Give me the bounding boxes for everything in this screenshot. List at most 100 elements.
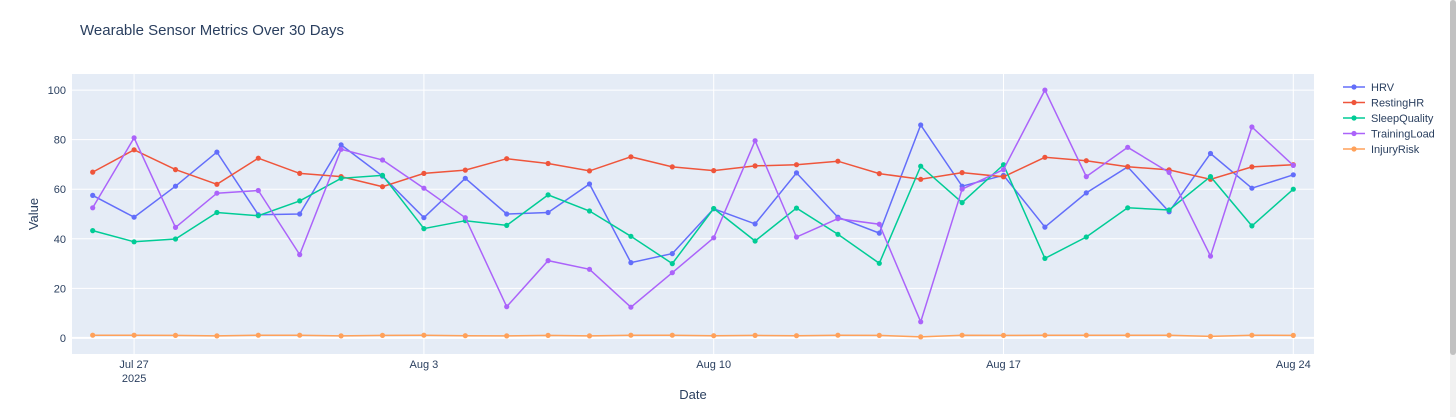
data-point[interactable] xyxy=(1042,332,1048,338)
data-point[interactable] xyxy=(1207,253,1214,259)
data-point[interactable] xyxy=(1166,207,1172,213)
data-point[interactable] xyxy=(628,332,634,338)
data-point[interactable] xyxy=(255,187,261,194)
data-point[interactable] xyxy=(172,167,179,173)
data-point[interactable] xyxy=(1249,185,1255,191)
data-point[interactable] xyxy=(918,163,924,169)
data-point[interactable] xyxy=(628,233,634,239)
data-point[interactable] xyxy=(1125,205,1131,211)
data-point[interactable] xyxy=(876,260,882,266)
data-point[interactable] xyxy=(338,146,344,152)
legend-item[interactable]: TrainingLoad xyxy=(1343,129,1435,141)
data-point[interactable] xyxy=(338,175,344,181)
data-point[interactable] xyxy=(711,168,717,174)
data-point[interactable] xyxy=(1042,224,1048,230)
data-point[interactable] xyxy=(669,164,675,170)
data-point[interactable] xyxy=(669,270,675,276)
data-point[interactable] xyxy=(1249,223,1255,229)
data-point[interactable] xyxy=(1249,124,1255,130)
data-point[interactable] xyxy=(214,209,220,216)
data-point[interactable] xyxy=(379,172,386,178)
data-point[interactable] xyxy=(793,170,800,176)
data-point[interactable] xyxy=(1000,167,1007,173)
data-point[interactable] xyxy=(711,235,717,241)
data-point[interactable] xyxy=(1083,234,1089,240)
data-point[interactable] xyxy=(628,260,634,266)
data-point[interactable] xyxy=(1290,332,1296,338)
data-point[interactable] xyxy=(1290,172,1296,178)
data-point[interactable] xyxy=(1249,332,1255,338)
data-point[interactable] xyxy=(545,160,551,167)
data-point[interactable] xyxy=(793,234,800,240)
data-point[interactable] xyxy=(1249,164,1255,170)
data-point[interactable] xyxy=(504,211,510,217)
data-point[interactable] xyxy=(90,192,96,198)
data-point[interactable] xyxy=(421,226,427,232)
data-point[interactable] xyxy=(835,332,841,338)
data-point[interactable] xyxy=(462,215,468,221)
data-point[interactable] xyxy=(1042,255,1048,261)
data-point[interactable] xyxy=(1042,87,1048,93)
data-point[interactable] xyxy=(297,211,303,217)
data-point[interactable] xyxy=(297,170,303,176)
data-point[interactable] xyxy=(586,181,593,187)
data-point[interactable] xyxy=(876,171,882,177)
data-point[interactable] xyxy=(1125,332,1131,338)
data-point[interactable] xyxy=(379,184,386,190)
legend-item[interactable]: InjuryRisk xyxy=(1343,144,1420,156)
data-point[interactable] xyxy=(131,135,137,141)
data-point[interactable] xyxy=(752,163,758,169)
legend-item[interactable]: HRV xyxy=(1343,82,1395,94)
data-point[interactable] xyxy=(255,332,261,338)
scrollbar-track[interactable] xyxy=(1450,0,1456,417)
data-point[interactable] xyxy=(959,332,965,338)
scrollbar-thumb[interactable] xyxy=(1450,0,1456,355)
data-point[interactable] xyxy=(504,304,510,310)
data-point[interactable] xyxy=(876,332,882,338)
data-point[interactable] xyxy=(835,216,841,222)
data-point[interactable] xyxy=(876,221,882,227)
data-point[interactable] xyxy=(462,175,468,181)
data-point[interactable] xyxy=(255,155,261,161)
data-point[interactable] xyxy=(669,261,675,267)
data-point[interactable] xyxy=(1166,169,1172,175)
data-point[interactable] xyxy=(421,185,427,191)
data-point[interactable] xyxy=(214,149,220,155)
data-point[interactable] xyxy=(1083,332,1089,338)
data-point[interactable] xyxy=(1000,174,1007,180)
data-point[interactable] xyxy=(586,266,593,272)
data-point[interactable] xyxy=(297,198,303,204)
data-point[interactable] xyxy=(793,333,800,339)
data-point[interactable] xyxy=(752,221,758,227)
data-point[interactable] xyxy=(1166,332,1172,338)
data-point[interactable] xyxy=(255,213,261,219)
data-point[interactable] xyxy=(214,181,220,187)
data-point[interactable] xyxy=(918,122,924,128)
data-point[interactable] xyxy=(338,142,344,148)
data-point[interactable] xyxy=(918,319,924,325)
data-point[interactable] xyxy=(338,333,344,339)
data-point[interactable] xyxy=(628,304,634,310)
data-point[interactable] xyxy=(1083,174,1089,180)
data-point[interactable] xyxy=(1083,190,1089,196)
data-point[interactable] xyxy=(421,170,427,176)
data-point[interactable] xyxy=(297,332,303,338)
data-point[interactable] xyxy=(1290,162,1296,168)
data-point[interactable] xyxy=(421,332,427,338)
data-point[interactable] xyxy=(545,258,551,264)
data-point[interactable] xyxy=(1207,174,1214,180)
data-point[interactable] xyxy=(793,205,800,211)
data-point[interactable] xyxy=(214,190,220,196)
data-point[interactable] xyxy=(545,192,551,198)
data-point[interactable] xyxy=(586,168,593,174)
data-point[interactable] xyxy=(379,157,386,163)
data-point[interactable] xyxy=(876,230,882,236)
data-point[interactable] xyxy=(918,334,924,340)
legend-item[interactable]: SleepQuality xyxy=(1343,113,1434,125)
data-point[interactable] xyxy=(545,332,551,338)
data-point[interactable] xyxy=(172,183,179,189)
data-point[interactable] xyxy=(379,332,386,338)
data-point[interactable] xyxy=(586,208,593,214)
data-point[interactable] xyxy=(1083,158,1089,164)
data-point[interactable] xyxy=(421,215,427,221)
